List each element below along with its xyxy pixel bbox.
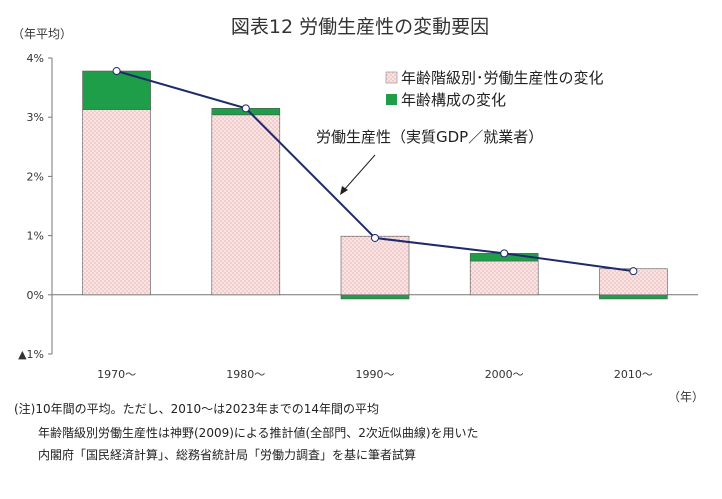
bar-age-composition [82, 70, 151, 110]
legend-swatch-age-composition [386, 94, 397, 105]
y-tick-label: 3% [27, 111, 44, 124]
line-point [500, 249, 509, 258]
note-line-2: 年齢階級別労働生産性は神野(2009)による推計値(全部門、2次近似曲線)を用い… [38, 426, 479, 440]
y-tick-label: 0% [27, 289, 44, 302]
legend-label-age-class-productivity: 年齢階級別･労働生産性の変化 [401, 69, 604, 87]
annotation-label: 労働生産性（実質GDP／就業者） [316, 128, 543, 146]
line-point [112, 67, 121, 76]
bar-age-class-productivity [340, 235, 410, 296]
legend: 年齢階級別･労働生産性の変化 年齢構成の変化 [385, 69, 604, 109]
annotation-arrow-head [340, 186, 348, 195]
chart-canvas: 図表12 労働生産性の変動要因 （年平均） （年） 4% 3% 2% 1% 0% ▲1% 1… [12, 16, 704, 404]
legend-swatch-age-class-productivity [385, 71, 398, 84]
y-axis-unit-label: （年平均） [12, 27, 72, 41]
note-line-1: (注)10年間の平均。ただし、2010〜は2023年までの14年間の平均 [14, 402, 379, 416]
legend-label-age-composition: 年齢構成の変化 [401, 91, 506, 109]
line-annotation: 労働生産性（実質GDP／就業者） [316, 128, 543, 195]
y-tick-label: 1% [27, 230, 44, 243]
y-tick-label: 2% [27, 170, 44, 183]
x-tick-label: 2000〜 [485, 368, 524, 381]
bar-age-class-productivity [82, 109, 151, 296]
x-tick-label: 1970〜 [97, 368, 136, 381]
bar-age-composition [340, 294, 410, 300]
note-line-3: 内閣府「国民経済計算」、総務省統計局「労働力調査」を基に筆者試算 [38, 448, 417, 462]
x-tick-label: 2010〜 [614, 368, 653, 381]
y-tick-label: ▲1% [18, 348, 44, 361]
plot-area: 4% 3% 2% 1% 0% ▲1% 1970〜 1980〜 1990〜 2000〜 2010〜 [18, 52, 698, 381]
bar-age-class-productivity [469, 260, 539, 296]
x-tick-label: 1980〜 [226, 368, 265, 381]
line-point [241, 104, 250, 113]
chart-title: 図表12 労働生産性の変動要因 [231, 16, 489, 38]
x-tick-label: 1990〜 [356, 368, 395, 381]
line-point [371, 233, 379, 242]
y-tick-label: 4% [27, 52, 44, 65]
bar-age-class-productivity [211, 114, 281, 296]
line-point [629, 267, 638, 276]
x-axis-unit-label: （年） [668, 390, 704, 404]
bar-age-composition [599, 294, 668, 300]
annotation-arrow-line [343, 154, 376, 191]
